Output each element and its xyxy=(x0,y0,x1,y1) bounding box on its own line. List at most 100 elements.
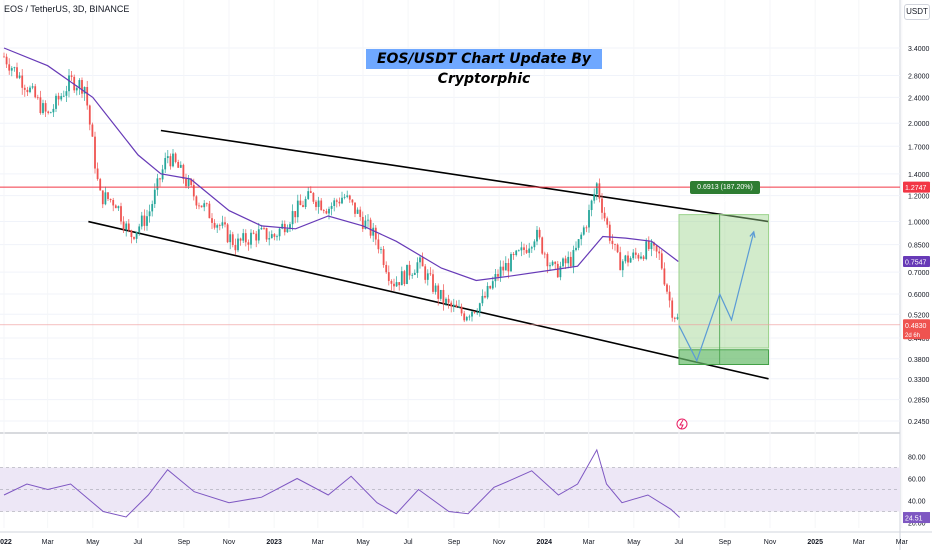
candle-body xyxy=(57,95,60,100)
candle-body xyxy=(122,221,125,230)
price-label: 0.4830 xyxy=(905,323,927,330)
candle-body xyxy=(533,241,536,248)
candle-body xyxy=(507,263,510,272)
candle-body xyxy=(78,80,81,88)
candle-body xyxy=(192,184,195,197)
candle-body xyxy=(554,261,557,264)
candle-body xyxy=(65,91,68,96)
candle-body xyxy=(421,257,424,267)
candle-body xyxy=(502,266,505,271)
candle-body xyxy=(640,256,642,259)
candle-body xyxy=(75,87,78,91)
candle-body xyxy=(70,75,73,77)
candle-body xyxy=(611,240,614,244)
candle-body xyxy=(255,233,258,241)
candle-body xyxy=(569,256,572,267)
price-tick-label: 2.8000 xyxy=(908,74,930,81)
price-label-box xyxy=(903,181,930,193)
candle-body xyxy=(13,67,16,69)
candle-body xyxy=(538,229,541,238)
candle-body xyxy=(372,227,375,236)
candle-body xyxy=(278,228,281,237)
candle-body xyxy=(598,183,601,199)
candle-body xyxy=(42,103,44,114)
rsi-tick-label: 20.00 xyxy=(908,521,926,528)
candle-body xyxy=(268,238,271,240)
candle-body xyxy=(671,300,674,318)
time-tick-label: 2022 xyxy=(0,539,12,546)
candle-body xyxy=(549,265,551,267)
event-icon xyxy=(676,418,688,430)
candle-body xyxy=(244,233,247,243)
candle-body xyxy=(291,211,294,225)
currency-badge[interactable]: USDT xyxy=(904,4,930,20)
candle-body xyxy=(624,255,627,262)
candle-body xyxy=(577,239,580,248)
candle-body xyxy=(294,211,297,218)
candle-body xyxy=(424,266,427,280)
candle-body xyxy=(52,108,55,113)
candle-body xyxy=(330,205,333,209)
price-tick-label: 1.2000 xyxy=(908,194,930,201)
candle-body xyxy=(562,258,564,267)
candle-body xyxy=(140,215,143,227)
time-tick-label: May xyxy=(86,539,100,546)
time-tick-label: 2025 xyxy=(807,539,823,546)
candle-body xyxy=(374,227,377,240)
candle-body xyxy=(567,256,570,264)
candle-body xyxy=(208,203,211,219)
candle-body xyxy=(564,258,567,264)
candle-body xyxy=(242,233,245,241)
candle-body xyxy=(429,273,432,275)
candle-body xyxy=(239,238,242,241)
time-tick-label: Nov xyxy=(223,539,236,546)
time-tick-label: Mar xyxy=(42,539,55,546)
target-zone xyxy=(678,214,770,349)
candle-body xyxy=(34,86,37,98)
candle-body xyxy=(666,284,668,292)
target-zones xyxy=(678,214,770,365)
candle-body xyxy=(182,164,185,179)
candle-body xyxy=(572,250,575,267)
candle-body xyxy=(650,242,653,250)
candle-body xyxy=(520,247,523,251)
rsi-tick-label: 60.00 xyxy=(908,477,926,484)
candle-body xyxy=(117,206,120,209)
candle-body xyxy=(676,317,679,319)
candle-body xyxy=(112,200,115,206)
price-tick-label: 0.5200 xyxy=(908,312,930,319)
lightning-icon xyxy=(679,419,684,430)
price-tick-label: 0.6000 xyxy=(908,292,930,299)
time-tick-label: Sep xyxy=(178,539,191,546)
candle-body xyxy=(260,227,263,230)
candle-body xyxy=(174,153,177,163)
channel-line xyxy=(88,220,769,380)
candle-body xyxy=(510,254,512,272)
candle-body xyxy=(195,196,198,206)
candle-body xyxy=(595,183,598,195)
candle-body xyxy=(419,257,421,263)
candle-body xyxy=(504,263,507,271)
candle-body xyxy=(359,209,362,217)
candle-body xyxy=(185,178,187,187)
candle-body xyxy=(39,97,42,114)
candle-body xyxy=(156,178,159,190)
candle-body xyxy=(528,248,531,253)
candle-body xyxy=(346,195,349,197)
candle-body xyxy=(312,192,315,202)
candle-body xyxy=(148,211,151,217)
candle-body xyxy=(263,227,265,229)
candle-body xyxy=(491,281,494,289)
candle-body xyxy=(164,158,167,170)
candle-body xyxy=(322,210,325,212)
candle-body xyxy=(60,96,63,100)
candle-body xyxy=(153,189,156,205)
candle-body xyxy=(606,218,609,225)
candle-body xyxy=(385,264,388,273)
candle-body xyxy=(49,112,52,114)
candle-body xyxy=(205,203,208,205)
candle-body xyxy=(31,86,34,88)
rsi-pane xyxy=(0,448,900,518)
candle-body xyxy=(588,210,590,228)
